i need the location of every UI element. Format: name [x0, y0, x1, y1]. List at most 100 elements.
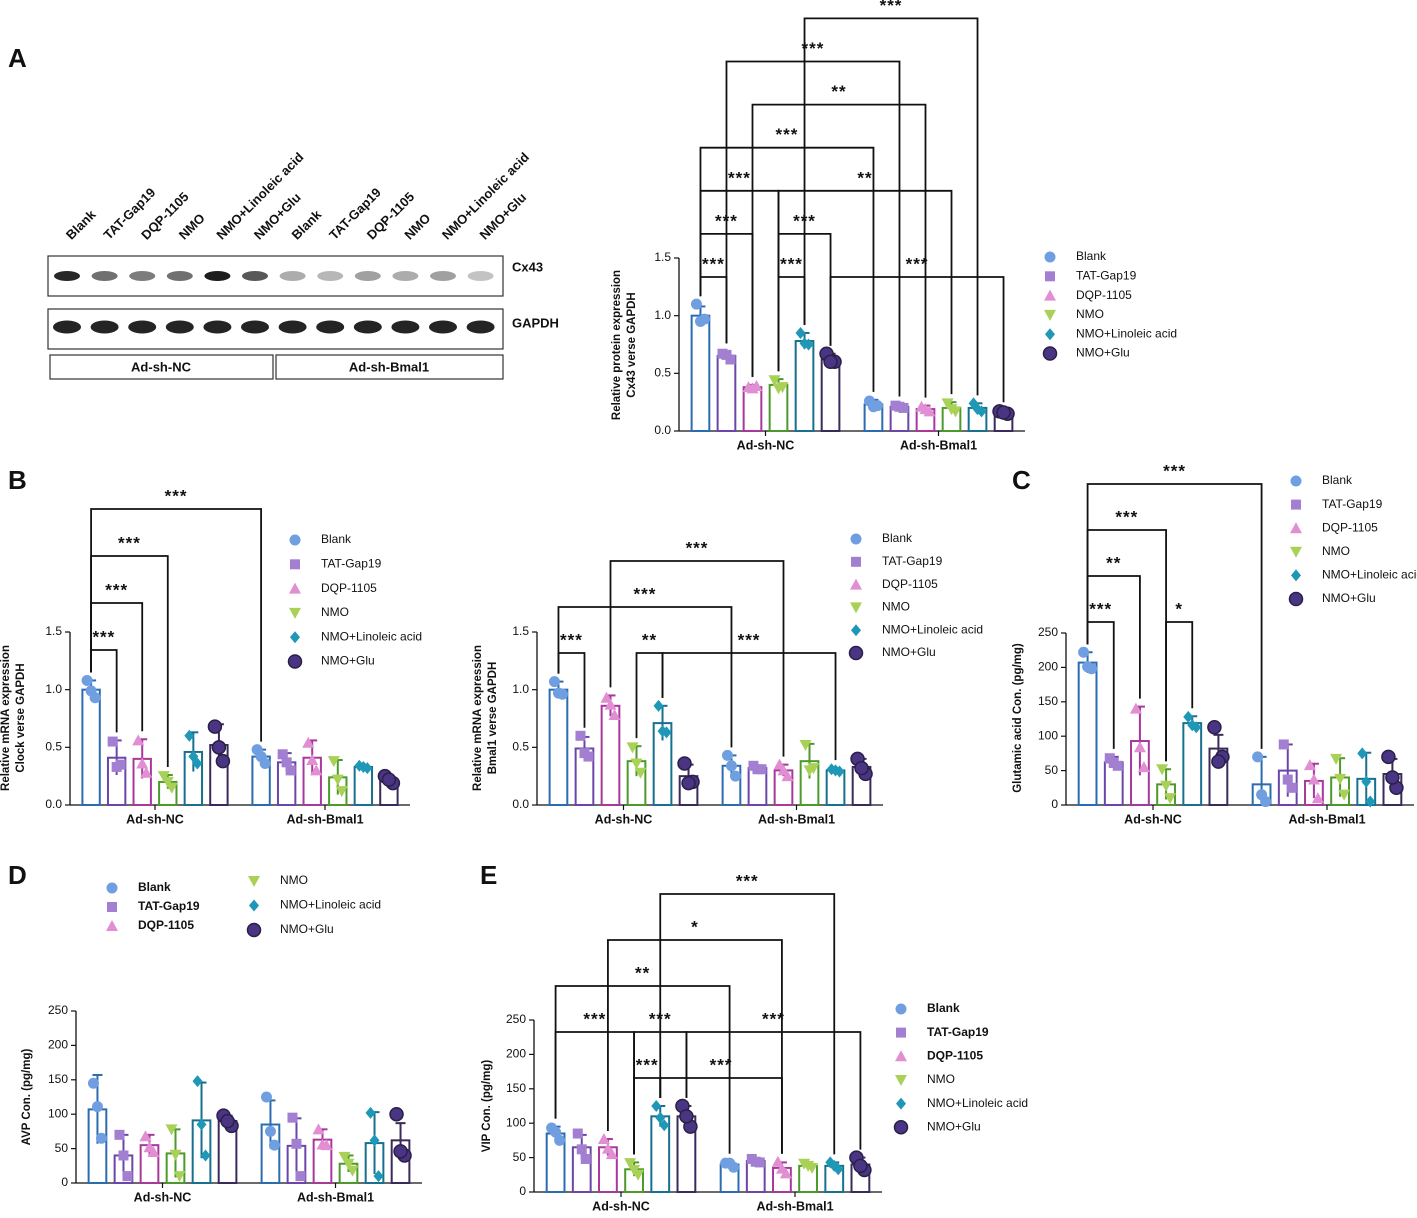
- data-point: [550, 1126, 562, 1138]
- data-point: [114, 1129, 125, 1140]
- band: [279, 271, 306, 281]
- data-point: [605, 1148, 618, 1160]
- y-tick-label: 0.5: [512, 740, 529, 754]
- data-point: [768, 375, 781, 387]
- data-point: [1330, 753, 1343, 765]
- data-point: [802, 1160, 815, 1172]
- significance-bracket: [661, 652, 837, 761]
- y-tick-label: 1.0: [512, 682, 529, 696]
- legend-marker: [107, 902, 117, 912]
- data-point: [681, 775, 696, 791]
- bar: [81, 688, 101, 807]
- y-tick-label: 100: [1038, 728, 1058, 742]
- data-point: [721, 749, 733, 761]
- legend-label: Blank: [927, 1001, 960, 1015]
- band: [204, 271, 231, 281]
- legend-marker: [895, 1075, 907, 1086]
- data-point: [188, 750, 199, 763]
- significance-bracket: [90, 555, 169, 768]
- data-point: [1338, 789, 1351, 801]
- data-point: [295, 1171, 306, 1182]
- data-point: [1256, 789, 1268, 801]
- legend-marker: [287, 654, 303, 669]
- band: [391, 320, 420, 334]
- legend-label: NMO+Linoleic acid: [321, 629, 422, 643]
- band: [203, 320, 232, 334]
- panel-label: E: [480, 860, 497, 890]
- significance-label: ***: [118, 533, 141, 552]
- bar: [820, 358, 841, 433]
- significance-bracket: [609, 560, 785, 757]
- data-point: [795, 326, 806, 339]
- significance-label: ***: [880, 0, 903, 15]
- data-point: [161, 776, 174, 788]
- data-point: [389, 1106, 404, 1122]
- legend-marker: [895, 1003, 907, 1015]
- y-tick-label: 0.5: [45, 740, 62, 754]
- data-point: [799, 740, 812, 752]
- y-tick-label: 150: [48, 1072, 68, 1086]
- data-point: [1211, 754, 1226, 769]
- legend-marker: [1290, 522, 1302, 534]
- y-tick-label: 50: [1045, 763, 1059, 777]
- legend-label: NMO+Glu: [882, 645, 936, 659]
- y-tick-label: 1.5: [512, 624, 529, 638]
- blot-frame: [47, 255, 504, 297]
- significance-bracket: [659, 893, 836, 1155]
- data-point: [302, 736, 315, 748]
- data-point: [365, 1106, 376, 1119]
- significance-label: **: [635, 963, 650, 982]
- band: [278, 320, 307, 334]
- significance-bracket: [751, 103, 927, 398]
- data-point: [725, 760, 737, 772]
- data-point: [1286, 782, 1297, 793]
- legend-label: DQP-1105: [321, 581, 377, 595]
- panel-label: C: [1012, 465, 1031, 495]
- y-tick-label: 0: [61, 1175, 68, 1189]
- legend-marker: [848, 645, 864, 661]
- legend-label: TAT-Gap19: [927, 1025, 989, 1039]
- legend-marker: [290, 631, 300, 644]
- legend-label: Blank: [321, 532, 352, 546]
- data-point: [772, 383, 785, 395]
- legend-marker: [289, 534, 301, 546]
- significance-bracket: [699, 189, 780, 372]
- data-point: [653, 699, 664, 712]
- legend-label: NMO+Linoleic acid: [927, 1096, 1028, 1110]
- data-point: [140, 766, 153, 778]
- legend-marker: [850, 602, 862, 614]
- significance-label: ***: [1163, 461, 1186, 480]
- legend-label: NMO+Glu: [927, 1119, 981, 1133]
- y-tick-label: 100: [48, 1106, 68, 1120]
- data-point: [655, 1111, 666, 1124]
- data-point: [1078, 646, 1090, 658]
- group-box: [275, 354, 504, 380]
- data-point: [651, 1100, 662, 1112]
- x-tick-label: Ad-sh-NC: [1124, 812, 1182, 826]
- data-point: [829, 1159, 840, 1172]
- data-point: [830, 764, 841, 777]
- y-tick-label: 1.0: [45, 682, 62, 696]
- lane-label: Blank: [63, 206, 99, 242]
- bar: [690, 314, 711, 432]
- data-point: [657, 725, 668, 738]
- significance-bracket: [1086, 483, 1263, 749]
- legend-marker: [1291, 569, 1301, 582]
- lane-label: NMO: [401, 210, 433, 242]
- legend-label: NMO+Glu: [321, 654, 375, 668]
- data-point: [576, 1144, 587, 1155]
- legend-marker: [1042, 346, 1058, 361]
- significance-bracket: [803, 17, 979, 396]
- legend-label: Blank: [138, 880, 171, 894]
- legend-marker: [1045, 271, 1055, 282]
- significance-label: ***: [738, 630, 761, 649]
- significance-bracket: [1086, 529, 1167, 762]
- data-point: [624, 1158, 637, 1170]
- data-point: [552, 687, 564, 699]
- data-point: [1311, 792, 1324, 804]
- data-point: [972, 403, 983, 416]
- data-point: [854, 760, 869, 776]
- significance-label: ***: [583, 1009, 606, 1028]
- band: [128, 320, 157, 334]
- y-tick-label: 50: [55, 1141, 69, 1155]
